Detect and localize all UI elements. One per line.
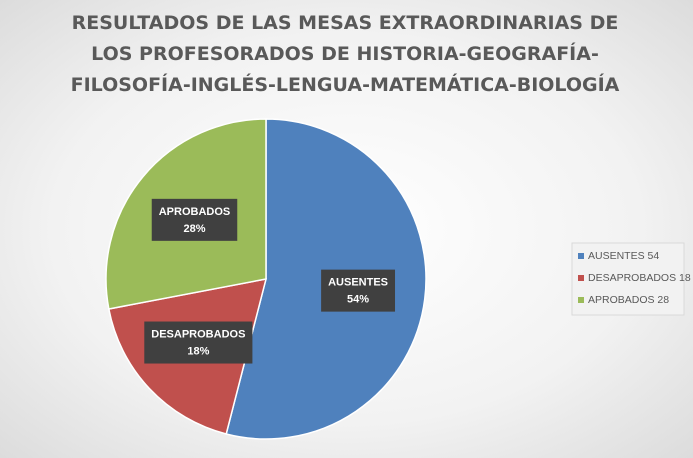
data-label-box xyxy=(151,198,238,241)
legend-label: DESAPROBADOS 18 xyxy=(588,272,691,284)
data-label: APROBADOS 28% xyxy=(151,198,238,241)
data-label-value: 18% xyxy=(187,345,209,357)
data-label: DESAPROBADOS 18% xyxy=(144,321,253,364)
legend-swatch xyxy=(578,297,584,303)
legend-label: APROBADOS 28 xyxy=(588,294,669,306)
data-label-name: AUSENTES xyxy=(328,277,388,289)
data-label-value: 54% xyxy=(347,294,369,306)
legend-label: AUSENTES 54 xyxy=(588,250,659,262)
data-label-value: 28% xyxy=(183,223,205,235)
data-label-box xyxy=(321,269,396,312)
data-label-name: DESAPROBADOS xyxy=(151,328,245,340)
chart-title: RESULTADOS DE LAS MESAS EXTRAORDINARIAS … xyxy=(70,12,620,96)
legend-box xyxy=(571,242,685,316)
data-label-box xyxy=(144,321,253,364)
data-label: AUSENTES 54% xyxy=(321,269,396,312)
data-label-name: APROBADOS xyxy=(159,206,231,218)
legend-swatch xyxy=(578,275,584,281)
legend-swatch xyxy=(578,253,584,259)
